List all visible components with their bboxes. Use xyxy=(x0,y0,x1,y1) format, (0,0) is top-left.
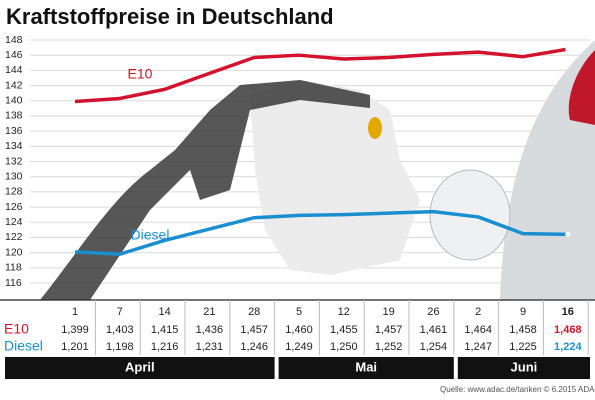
y-tick-label: 134 xyxy=(5,140,23,152)
month-bar xyxy=(278,357,454,379)
month-label: April xyxy=(125,359,155,374)
value-label: 1,254 xyxy=(420,341,448,353)
nozzle-illustration xyxy=(40,80,370,300)
y-tick-label: 118 xyxy=(5,262,22,274)
y-tick-label: 142 xyxy=(5,79,23,91)
month-label: Juni xyxy=(511,359,538,374)
value-label: 1,399 xyxy=(61,324,89,336)
value-label: 1,247 xyxy=(464,341,492,353)
value-label: 1,225 xyxy=(509,341,537,353)
value-label: 1,464 xyxy=(464,324,492,336)
y-tick-label: 136 xyxy=(5,125,23,137)
value-label: 1,198 xyxy=(106,341,134,353)
y-tick-label: 120 xyxy=(5,246,23,258)
series-line xyxy=(74,47,569,104)
end-point xyxy=(565,46,571,52)
y-tick-label: 116 xyxy=(5,277,22,289)
x-tick-label: 26 xyxy=(427,306,439,318)
map-illustration xyxy=(250,80,420,275)
end-point xyxy=(565,231,571,237)
y-tick-label: 124 xyxy=(5,216,23,228)
x-tick-label: 2 xyxy=(475,306,481,318)
legend-label: Diesel xyxy=(131,227,170,243)
value-label: 1,457 xyxy=(375,324,403,336)
x-tick-label: 5 xyxy=(296,306,302,318)
value-label: 1,252 xyxy=(375,341,403,353)
x-tick-label: 16 xyxy=(562,306,574,318)
row-label: Diesel xyxy=(4,338,43,354)
value-label: 1,231 xyxy=(196,341,224,353)
y-tick-label: 148 xyxy=(5,34,23,46)
y-tick-label: 128 xyxy=(5,186,23,198)
value-label: 1,460 xyxy=(285,324,313,336)
month-label: Mai xyxy=(355,359,377,374)
value-label: 1,216 xyxy=(151,341,179,353)
value-label: 1,415 xyxy=(151,324,179,336)
car-light-illustration xyxy=(568,50,595,125)
x-tick-label: 21 xyxy=(203,306,215,318)
value-label: 1,250 xyxy=(330,341,358,353)
x-tick-label: 14 xyxy=(158,306,170,318)
value-label: 1,201 xyxy=(61,341,89,353)
x-tick-label: 9 xyxy=(520,306,526,318)
y-tick-label: 130 xyxy=(5,170,23,182)
y-tick-label: 138 xyxy=(5,110,23,122)
value-label: 1,458 xyxy=(509,324,537,336)
source-note: Quelle: www.adac.de/tanken © 6.2015 ADAC… xyxy=(440,385,595,394)
series-line xyxy=(74,209,568,256)
value-label: 1,457 xyxy=(240,324,268,336)
y-tick-label: 126 xyxy=(5,201,23,213)
x-tick-label: 1 xyxy=(72,306,78,318)
x-tick-label: 7 xyxy=(117,306,123,318)
month-bar xyxy=(457,357,590,379)
value-label: 1,436 xyxy=(196,324,224,336)
y-tick-label: 132 xyxy=(5,155,23,167)
x-tick-label: 12 xyxy=(338,306,350,318)
value-label: 1,455 xyxy=(330,324,358,336)
y-tick-label: 146 xyxy=(5,49,23,61)
legend-label: E10 xyxy=(128,66,153,82)
value-label: 1,403 xyxy=(106,324,134,336)
drop-illustration xyxy=(368,117,382,139)
value-label: 1,461 xyxy=(420,324,448,336)
value-label: 1,224 xyxy=(554,341,582,353)
row-label: E10 xyxy=(4,321,29,337)
x-tick-label: 28 xyxy=(248,306,260,318)
chart-title: Kraftstoffpreise in Deutschland xyxy=(6,4,334,29)
month-bar xyxy=(5,357,275,379)
x-tick-label: 19 xyxy=(382,306,394,318)
value-label: 1,468 xyxy=(554,324,582,336)
y-tick-label: 140 xyxy=(5,95,23,107)
value-label: 1,249 xyxy=(285,341,313,353)
value-label: 1,246 xyxy=(240,341,268,353)
y-tick-label: 122 xyxy=(5,231,23,243)
y-tick-label: 144 xyxy=(5,64,23,76)
